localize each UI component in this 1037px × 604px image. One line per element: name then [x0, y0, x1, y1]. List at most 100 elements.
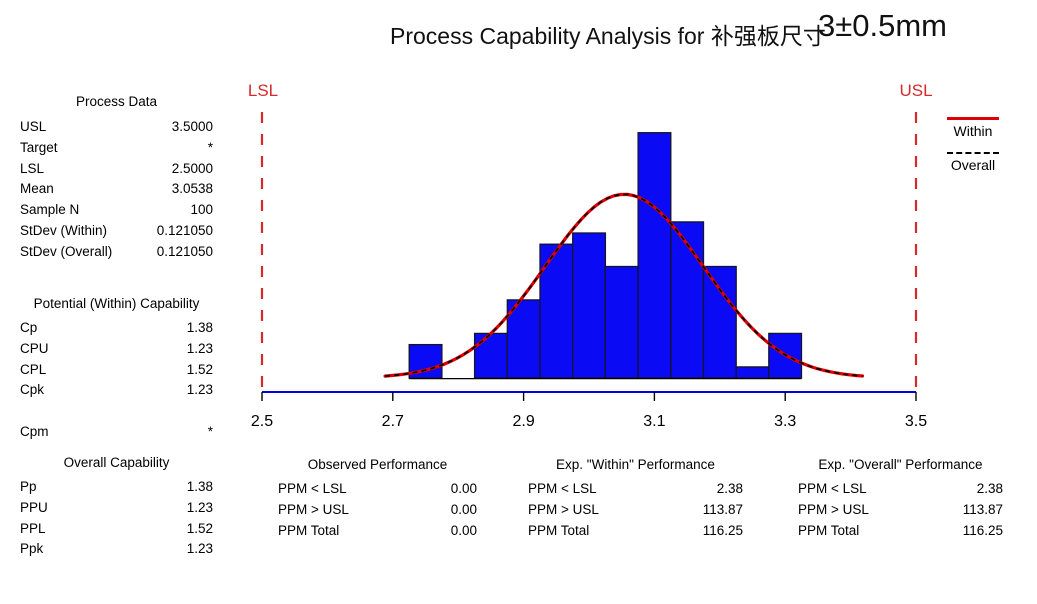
ppm-row: PPM Total 116.25 — [798, 521, 1003, 542]
panel-title: Potential (Within) Capability — [33, 296, 200, 311]
x-tick-label: 2.5 — [251, 413, 273, 430]
stat-label: PPL — [20, 520, 46, 536]
histogram-bar — [572, 232, 607, 379]
stat-row: CPU 1.23 — [20, 339, 213, 360]
curve-legend: Within Overall — [941, 117, 1005, 173]
histogram-bar — [506, 299, 541, 379]
stat-row: PPL 1.52 — [20, 519, 213, 540]
lsl-label: LSL — [247, 81, 279, 100]
stat-row: Sample N 100 — [20, 200, 213, 221]
observed-performance-rows: PPM < LSL 0.00 PPM > USL 0.00 PPM Total … — [278, 479, 477, 541]
spec-tolerance-label: 3±0.5mm — [818, 8, 947, 43]
stat-label: Pp — [20, 479, 37, 494]
stat-value: 100 — [190, 202, 213, 218]
panel-title: Exp. "Within" Performance — [556, 457, 715, 472]
within-line-swatch — [947, 117, 999, 120]
stat-label: Cp — [20, 320, 38, 335]
stat-value: 2.5000 — [171, 160, 213, 176]
stat-value: 3.0538 — [171, 181, 213, 197]
stat-value: 0.121050 — [156, 222, 213, 238]
stat-value: 1.52 — [186, 520, 213, 536]
ppm-value: 116.25 — [702, 522, 743, 538]
stat-row: USL 3.5000 — [20, 117, 213, 138]
ppm-value: 113.87 — [962, 501, 1003, 517]
observed-performance-panel: Observed Performance PPM < LSL 0.00 PPM … — [278, 457, 477, 541]
ppm-row: PPM < LSL 2.38 — [798, 479, 1003, 500]
stat-value: 1.23 — [186, 340, 213, 356]
process-data-rows: USL 3.5000 Target * LSL 2.5000 Mean 3.05… — [20, 117, 213, 263]
x-tick-label: 3.1 — [643, 413, 665, 430]
stat-value: 1.23 — [186, 382, 213, 398]
stat-value: 1.52 — [186, 361, 213, 377]
ppm-label: PPM Total — [528, 522, 590, 538]
ppm-label: PPM > USL — [528, 501, 599, 517]
stat-value: 1.38 — [186, 320, 213, 335]
chart-title: Process Capability Analysis for 补强板尺寸 — [390, 23, 826, 49]
stat-label: Target — [20, 139, 58, 155]
legend-label-overall: Overall — [950, 157, 996, 173]
stat-row: LSL 2.5000 — [20, 159, 213, 180]
exp-overall-performance-panel: Exp. "Overall" Performance PPM < LSL 2.3… — [798, 457, 1003, 541]
panel-title: Exp. "Overall" Performance — [818, 457, 983, 472]
stat-label: Cpm — [20, 423, 49, 439]
histogram-bar — [637, 132, 672, 379]
overall-capability-panel: Overall Capability Pp 1.38 PPU 1.23 PPL … — [20, 455, 213, 560]
ppm-label: PPM Total — [798, 522, 860, 538]
stat-row: StDev (Within) 0.121050 — [20, 221, 213, 242]
x-tick-label: 2.7 — [382, 413, 404, 430]
ppm-row: PPM < LSL 2.38 — [528, 479, 743, 500]
within-capability-panel: Potential (Within) Capability Cp 1.38 CP… — [20, 296, 213, 443]
histogram-bar — [735, 366, 770, 379]
stat-label: Cpk — [20, 382, 45, 398]
ppm-label: PPM > USL — [278, 501, 349, 517]
stat-label: Ppk — [20, 541, 44, 557]
stat-value: 1.38 — [186, 479, 213, 494]
ppm-row: PPM > USL 113.87 — [798, 500, 1003, 521]
stat-row: Pp 1.38 — [20, 477, 213, 498]
stat-row: Cpm * — [20, 422, 213, 443]
histogram-bar — [473, 332, 508, 379]
exp-within-performance-rows: PPM < LSL 2.38 PPM > USL 113.87 PPM Tota… — [528, 479, 743, 541]
stat-row: Target * — [20, 138, 213, 159]
stat-row: Ppk 1.23 — [20, 539, 213, 560]
ppm-value: 0.00 — [450, 501, 477, 517]
x-tick-label: 3.3 — [774, 413, 796, 430]
stat-value: 1.23 — [186, 499, 213, 515]
histogram-bar — [670, 221, 705, 379]
panel-title: Overall Capability — [63, 455, 170, 470]
panel-title: Observed Performance — [307, 457, 448, 472]
stat-row: StDev (Overall) 0.121050 — [20, 242, 213, 263]
stat-label: Sample N — [20, 202, 80, 218]
legend-label-within: Within — [953, 123, 993, 139]
exp-within-performance-panel: Exp. "Within" Performance PPM < LSL 2.38… — [528, 457, 743, 541]
ppm-value: 2.38 — [716, 481, 743, 496]
histogram-bar — [604, 265, 639, 379]
overall-line-swatch — [947, 152, 999, 154]
ppm-label: PPM Total — [278, 522, 340, 538]
ppm-value: 116.25 — [962, 522, 1003, 538]
stat-label: StDev (Within) — [20, 222, 108, 238]
stat-row: Mean 3.0538 — [20, 179, 213, 200]
ppm-row: PPM Total 116.25 — [528, 521, 743, 542]
ppm-row: PPM Total 0.00 — [278, 521, 477, 542]
stat-value: * — [207, 139, 213, 155]
stat-value: 3.5000 — [171, 119, 213, 134]
stat-row: Cpk 1.23 — [20, 380, 213, 401]
ppm-value: 2.38 — [976, 481, 1003, 496]
overall-capability-rows: Pp 1.38 PPU 1.23 PPL 1.52 Ppk 1.23 — [20, 477, 213, 560]
x-tick-label: 3.5 — [905, 413, 927, 430]
stat-label: CPL — [20, 361, 47, 377]
stat-value: 0.121050 — [156, 243, 213, 259]
ppm-value: 0.00 — [450, 522, 477, 538]
stat-row: Cp 1.38 — [20, 318, 213, 339]
stat-row: CPL 1.52 — [20, 360, 213, 381]
stat-value: 1.23 — [186, 541, 213, 557]
process-data-panel: Process Data USL 3.5000 Target * LSL 2.5… — [20, 94, 213, 263]
exp-overall-performance-rows: PPM < LSL 2.38 PPM > USL 113.87 PPM Tota… — [798, 479, 1003, 541]
stat-row — [20, 401, 213, 422]
panel-title: Process Data — [75, 94, 158, 109]
stat-label: Mean — [20, 181, 54, 197]
ppm-label: PPM < LSL — [278, 481, 347, 496]
stat-value: * — [207, 423, 213, 439]
ppm-value: 113.87 — [702, 501, 743, 517]
